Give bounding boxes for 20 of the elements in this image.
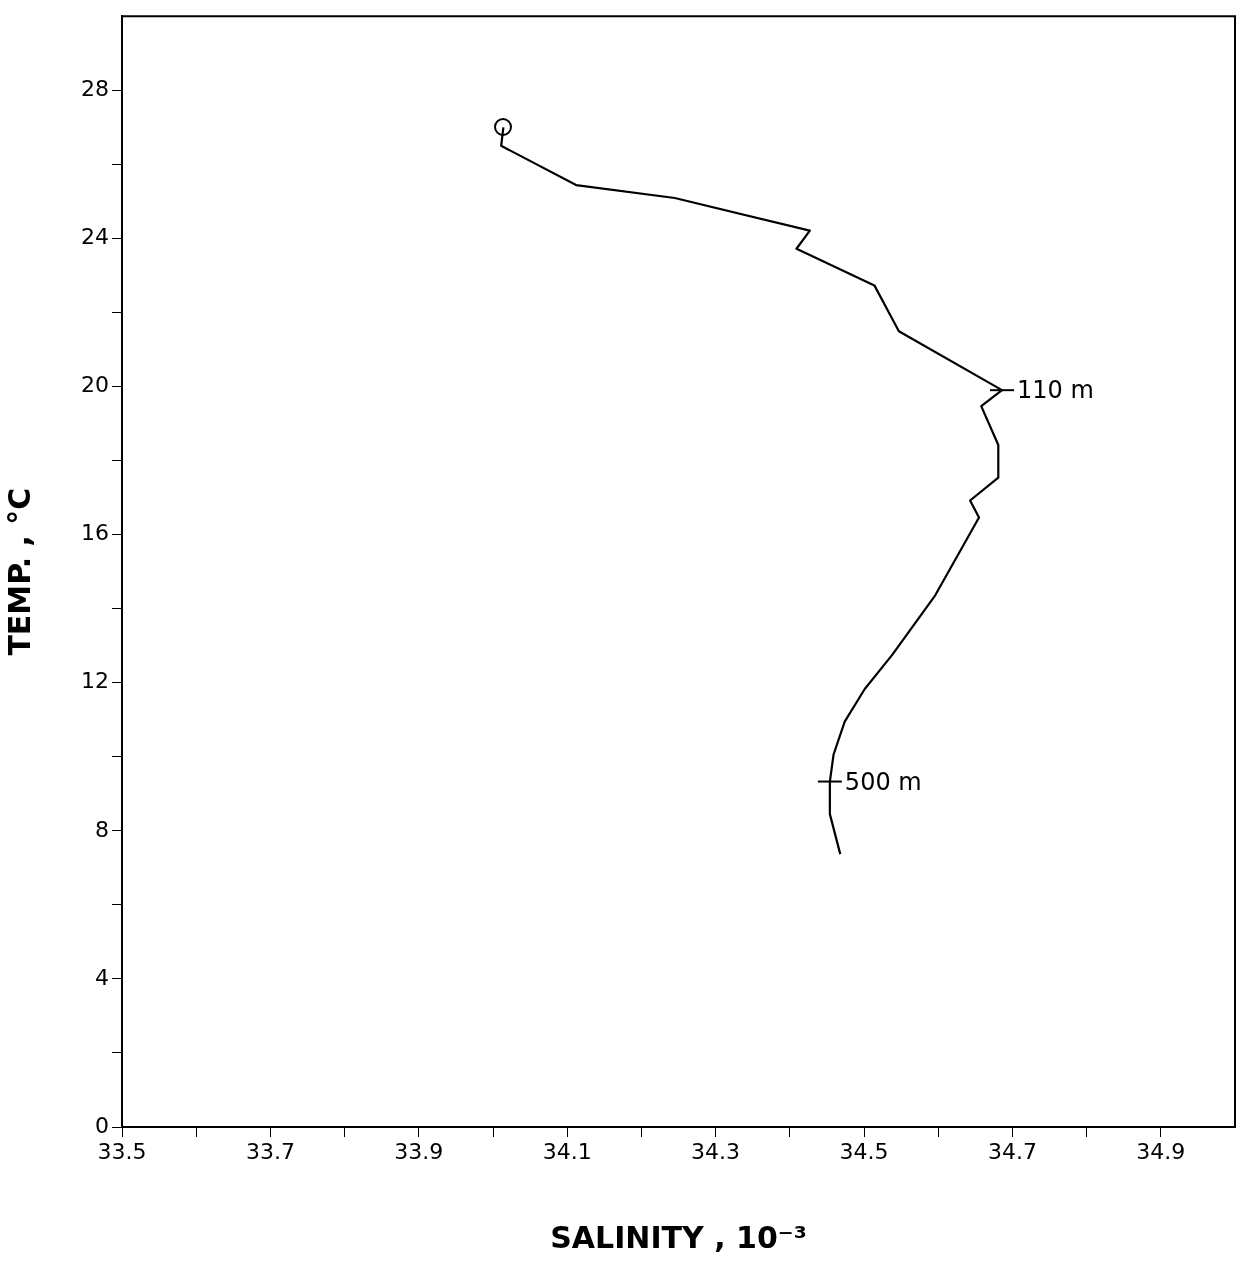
y-axis-title: TEMP. , °C [1, 487, 37, 656]
y-tick-label: 24 [81, 224, 109, 250]
y-tick-label: 16 [81, 520, 109, 546]
x-tick-label: 34.3 [691, 1138, 741, 1164]
x-tick-label: 34.1 [542, 1138, 592, 1164]
y-tick-label: 20 [81, 372, 109, 398]
y-tick-label: 8 [95, 816, 109, 842]
y-tick-label: 4 [95, 964, 109, 990]
x-tick-label: 33.7 [245, 1138, 295, 1164]
x-tick-label: 33.5 [97, 1138, 147, 1164]
x-tick-label: 34.5 [839, 1138, 889, 1164]
annotation: 110 m [1017, 376, 1094, 405]
x-tick-label: 34.7 [987, 1138, 1037, 1164]
y-tick-label: 28 [81, 75, 109, 101]
x-tick-label: 33.9 [394, 1138, 444, 1164]
y-tick-label: 0 [95, 1112, 109, 1138]
x-tick-label: 34.9 [1136, 1138, 1186, 1164]
y-tick-label: 12 [81, 668, 109, 694]
x-axis-title: SALINITY , 10⁻³ [550, 1219, 807, 1255]
annotation: 500 m [844, 767, 922, 796]
